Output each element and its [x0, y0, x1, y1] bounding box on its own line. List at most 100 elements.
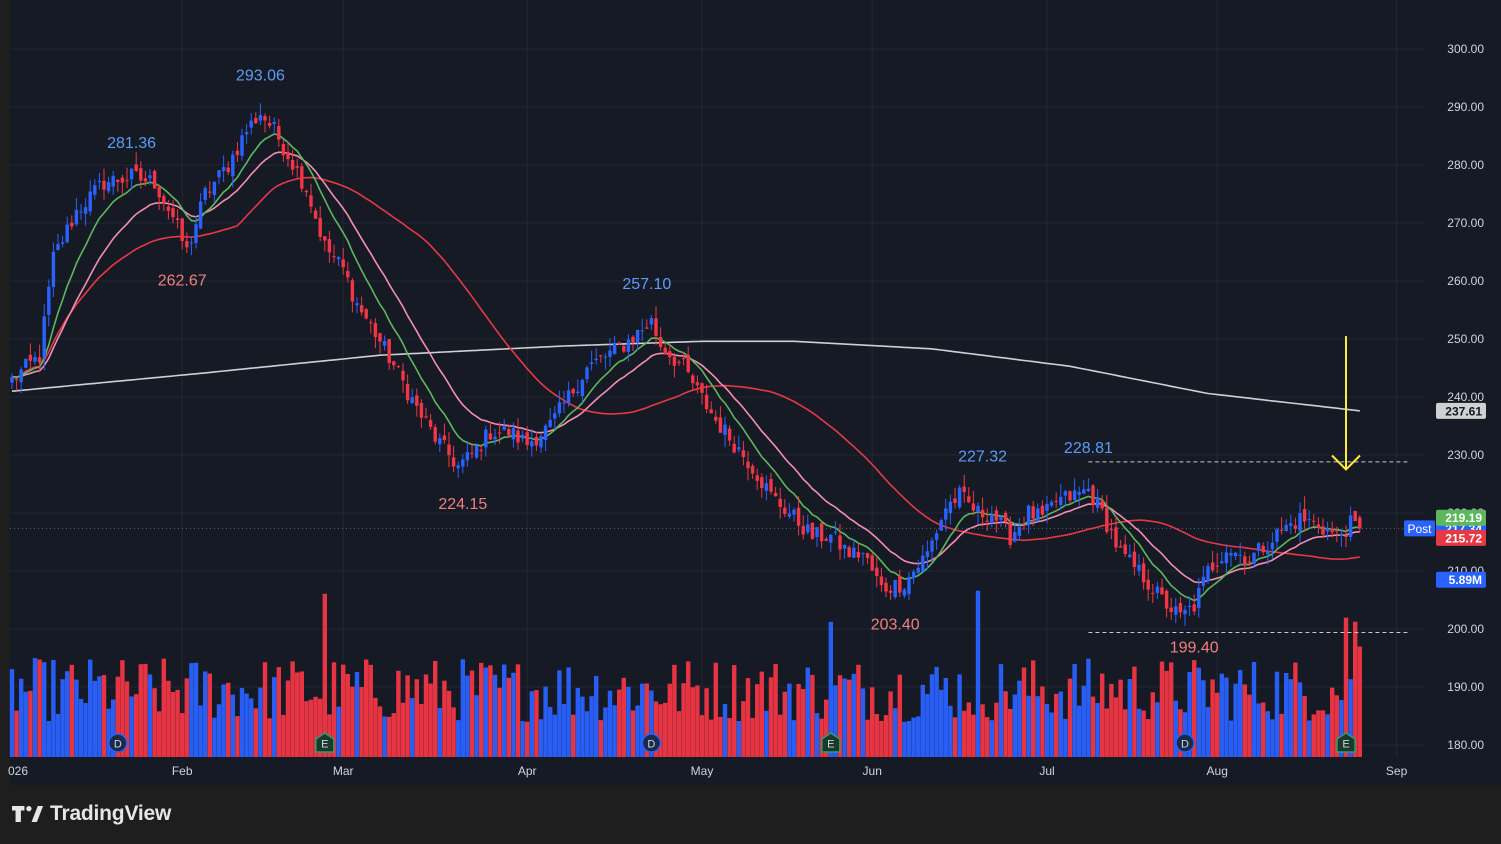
volume-bar — [856, 664, 861, 757]
volume-bar — [704, 688, 709, 757]
volume-bar — [1201, 680, 1206, 757]
volume-bar — [552, 714, 557, 757]
sma-50-line — [11, 176, 1360, 561]
candle-body — [1013, 531, 1017, 542]
volume-bar — [1265, 711, 1270, 757]
candle-body — [1082, 489, 1086, 494]
candle-body — [1243, 556, 1247, 566]
volume-bar — [1104, 708, 1109, 757]
candle-body — [33, 357, 37, 362]
candle-body — [37, 357, 42, 363]
time-tick-label: Jun — [863, 764, 882, 778]
volume-bar — [1311, 714, 1316, 757]
candle-body — [1298, 513, 1302, 532]
candle-body — [346, 271, 350, 278]
candle-body — [976, 505, 980, 512]
volume-bar — [658, 704, 663, 757]
time-tick-label: Apr — [518, 764, 537, 778]
high-low-label: 262.67 — [158, 273, 207, 290]
candle-body — [1330, 528, 1334, 533]
volume-bar — [198, 705, 203, 757]
volume-bar — [566, 667, 571, 757]
volume-bar — [948, 705, 953, 757]
price-label-volume: 5.89M — [1449, 573, 1482, 587]
candle-body — [980, 509, 985, 518]
volume-bar — [801, 689, 806, 757]
candle-body — [493, 436, 497, 440]
volume-bar — [1146, 719, 1151, 757]
candle-body — [1095, 497, 1100, 508]
candle-body — [267, 123, 272, 126]
candle-body — [166, 206, 171, 211]
candle-body — [681, 358, 686, 360]
volume-bar — [203, 671, 208, 757]
volume-bar — [672, 664, 677, 757]
candle-body — [189, 242, 194, 244]
candle-body — [750, 465, 755, 474]
candle-body — [1118, 546, 1123, 548]
volume-bar — [929, 674, 935, 757]
volume-bar — [1173, 700, 1178, 757]
candle-body — [571, 388, 575, 394]
volume-bar — [1330, 687, 1335, 757]
volume-bar — [46, 721, 51, 757]
candle-body — [474, 445, 479, 458]
volume-bar — [1049, 712, 1054, 757]
candle-body — [612, 342, 617, 354]
price-chart-canvas[interactable]: 300.00 290.00 280.00 270.00 260.00 250.00 240.… — [0, 0, 1501, 785]
candle-body — [1325, 528, 1330, 532]
volume-bar — [74, 679, 79, 757]
candle-body — [171, 208, 175, 218]
candle-body — [1072, 490, 1077, 501]
volume-bar — [640, 683, 645, 757]
tradingview-brand[interactable]: TradingView — [12, 800, 171, 828]
candle-body — [185, 241, 189, 248]
chart-footer — [0, 786, 1501, 844]
candle-body — [175, 218, 180, 221]
candle-body — [962, 486, 966, 492]
volume-bar — [19, 678, 24, 757]
volume-bar — [456, 720, 461, 757]
volume-bar — [1021, 667, 1027, 757]
volume-bar — [497, 687, 502, 757]
volume-bar — [400, 702, 406, 757]
candle-body — [516, 430, 520, 443]
candle-body — [815, 527, 819, 538]
candle-body — [543, 425, 548, 441]
volume-bar — [1205, 707, 1211, 757]
candle-body — [1289, 523, 1293, 526]
candle-body — [290, 159, 295, 170]
candle-body — [1270, 542, 1275, 550]
candle-body — [419, 402, 424, 418]
volume-bar — [51, 659, 56, 757]
volume-bar — [686, 661, 691, 757]
high-low-label: 281.36 — [107, 135, 156, 152]
volume-bar — [865, 719, 870, 757]
candle-body — [102, 180, 106, 190]
volume-bar — [1196, 667, 1201, 757]
time-tick-label: Aug — [1207, 764, 1228, 778]
volume-bar — [1224, 677, 1229, 757]
volume-bar — [258, 687, 263, 757]
ema-20-line — [11, 151, 1360, 584]
volume-bar — [888, 691, 893, 757]
volume-bar — [290, 661, 295, 757]
volume-bar — [1261, 702, 1266, 757]
candle-body — [911, 571, 916, 579]
price-label-sma-200: 237.61 — [1445, 404, 1482, 418]
volume-bar — [1334, 695, 1339, 757]
volume-bar — [207, 673, 212, 757]
volume-bar — [1072, 663, 1077, 757]
candle-body — [1068, 491, 1072, 501]
candle-body — [1086, 488, 1091, 492]
volume-bar — [851, 673, 856, 757]
candle-body — [83, 207, 88, 214]
candle-body — [1036, 508, 1040, 521]
volume-bar — [998, 664, 1004, 757]
stock-chart[interactable]: 300.00 290.00 280.00 270.00 260.00 250.00 240.… — [0, 0, 1501, 785]
candle-body — [948, 501, 953, 514]
volume-bar — [226, 682, 231, 757]
candle-body — [281, 144, 286, 156]
candle-body — [336, 257, 341, 260]
candle-body — [378, 333, 382, 342]
